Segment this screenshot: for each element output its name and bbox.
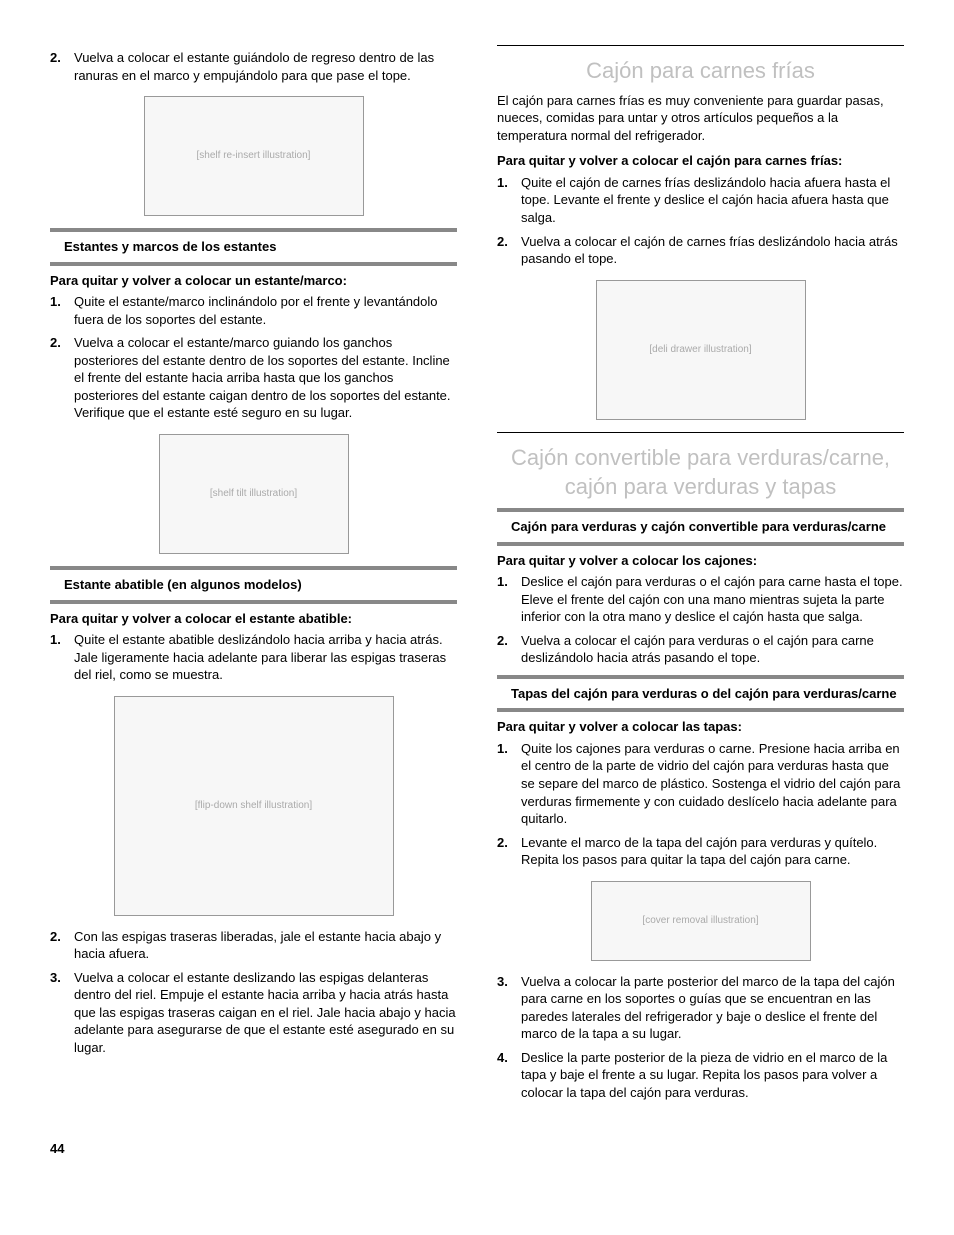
divider (497, 432, 904, 433)
subsection-title: Estantes y marcos de los estantes (50, 238, 457, 258)
divider (50, 228, 457, 232)
list-item: 1. Quite el estante abatible deslizándol… (50, 631, 457, 684)
step-number: 1. (50, 293, 74, 328)
subsection-title: Estante abatible (en algunos modelos) (50, 576, 457, 596)
divider (497, 708, 904, 712)
subsection-1: Estantes y marcos de los estantes (50, 228, 457, 266)
step-text: Quite el cajón de carnes frías deslizánd… (521, 174, 904, 227)
divider (50, 262, 457, 266)
instruction-list: 1. Deslice el cajón para verduras o el c… (497, 573, 904, 667)
step-text: Vuelva a colocar el estante guiándolo de… (74, 49, 457, 84)
illustration-placeholder: [deli drawer illustration] (596, 280, 806, 420)
step-number: 1. (497, 573, 521, 626)
step-number: 3. (497, 973, 521, 1043)
list-item: 2. Con las espigas traseras liberadas, j… (50, 928, 457, 963)
divider (497, 508, 904, 512)
step-text: Quite el estante/marco inclinándolo por … (74, 293, 457, 328)
step-number: 1. (50, 631, 74, 684)
divider (50, 600, 457, 604)
step-number: 1. (497, 740, 521, 828)
list-item: 2. Levante el marco de la tapa del cajón… (497, 834, 904, 869)
instruction-heading: Para quitar y volver a colocar un estant… (50, 272, 457, 290)
intro-text: El cajón para carnes frías es muy conven… (497, 92, 904, 145)
step-number: 2. (497, 233, 521, 268)
section-title: cajón para verduras y tapas (497, 472, 904, 502)
subsection-2: Estante abatible (en algunos modelos) (50, 566, 457, 604)
step-number: 3. (50, 969, 74, 1057)
section-title: Cajón para carnes frías (497, 56, 904, 86)
step-number: 1. (497, 174, 521, 227)
step-text: Quite los cajones para verduras o carne.… (521, 740, 904, 828)
illustration-2: [shelf tilt illustration] (50, 434, 457, 554)
instruction-list-cont: 3. Vuelva a colocar la parte posterior d… (497, 973, 904, 1102)
list-item: 1. Quite los cajones para verduras o car… (497, 740, 904, 828)
instruction-heading: Para quitar y volver a colocar las tapas… (497, 718, 904, 736)
step-number: 2. (50, 928, 74, 963)
instruction-heading: Para quitar y volver a colocar el estant… (50, 610, 457, 628)
right-column: Cajón para carnes frías El cajón para ca… (497, 45, 904, 1110)
page-content: 2. Vuelva a colocar el estante guiándolo… (50, 45, 904, 1110)
divider (497, 675, 904, 679)
illustration-r2: [cover removal illustration] (497, 881, 904, 961)
instruction-list: 1. Quite el estante/marco inclinándolo p… (50, 293, 457, 422)
subsection-3: Cajón para verduras y cajón convertible … (497, 508, 904, 546)
instruction-heading: Para quitar y volver a colocar el cajón … (497, 152, 904, 170)
step-text: Vuelva a colocar el cajón de carnes fría… (521, 233, 904, 268)
step-text: Vuelva a colocar el cajón para verduras … (521, 632, 904, 667)
step-number: 2. (497, 834, 521, 869)
illustration-placeholder: [flip-down shelf illustration] (114, 696, 394, 916)
instruction-heading: Para quitar y volver a colocar los cajon… (497, 552, 904, 570)
list-item: 1. Quite el cajón de carnes frías desliz… (497, 174, 904, 227)
illustration-placeholder: [cover removal illustration] (591, 881, 811, 961)
section-title: Cajón convertible para verduras/carne, (497, 443, 904, 473)
step-text: Vuelva a colocar el estante deslizando l… (74, 969, 457, 1057)
list-item: 1. Deslice el cajón para verduras o el c… (497, 573, 904, 626)
divider (497, 45, 904, 46)
instruction-list: 1. Quite el estante abatible deslizándol… (50, 631, 457, 684)
step-text: Deslice el cajón para verduras o el cajó… (521, 573, 904, 626)
list-item: 4. Deslice la parte posterior de la piez… (497, 1049, 904, 1102)
subsection-title: Tapas del cajón para verduras o del cajó… (497, 685, 904, 705)
step-text: Levante el marco de la tapa del cajón pa… (521, 834, 904, 869)
page-number: 44 (50, 1140, 904, 1158)
step-text: Con las espigas traseras liberadas, jale… (74, 928, 457, 963)
list-item: 2. Vuelva a colocar el cajón para verdur… (497, 632, 904, 667)
step-text: Vuelva a colocar la parte posterior del … (521, 973, 904, 1043)
step-number: 2. (50, 334, 74, 422)
subsection-title: Cajón para verduras y cajón convertible … (497, 518, 904, 538)
divider (497, 542, 904, 546)
list-item: 3. Vuelva a colocar el estante deslizand… (50, 969, 457, 1057)
step-number: 4. (497, 1049, 521, 1102)
step-text: Quite el estante abatible deslizándolo h… (74, 631, 457, 684)
divider (50, 566, 457, 570)
list-item: 2. Vuelva a colocar el cajón de carnes f… (497, 233, 904, 268)
instruction-list: 1. Quite los cajones para verduras o car… (497, 740, 904, 869)
illustration-placeholder: [shelf tilt illustration] (159, 434, 349, 554)
subsection-4: Tapas del cajón para verduras o del cajó… (497, 675, 904, 713)
instruction-list-cont: 2. Con las espigas traseras liberadas, j… (50, 928, 457, 1057)
illustration-3: [flip-down shelf illustration] (50, 696, 457, 916)
step-number: 2. (50, 49, 74, 84)
illustration-placeholder: [shelf re-insert illustration] (144, 96, 364, 216)
left-column: 2. Vuelva a colocar el estante guiándolo… (50, 45, 457, 1110)
list-item: 2. Vuelva a colocar el estante/marco gui… (50, 334, 457, 422)
top-step-list: 2. Vuelva a colocar el estante guiándolo… (50, 49, 457, 84)
instruction-list: 1. Quite el cajón de carnes frías desliz… (497, 174, 904, 268)
illustration-r1: [deli drawer illustration] (497, 280, 904, 420)
list-item: 3. Vuelva a colocar la parte posterior d… (497, 973, 904, 1043)
illustration-1: [shelf re-insert illustration] (50, 96, 457, 216)
step-text: Vuelva a colocar el estante/marco guiand… (74, 334, 457, 422)
step-number: 2. (497, 632, 521, 667)
list-item: 1. Quite el estante/marco inclinándolo p… (50, 293, 457, 328)
step-text: Deslice la parte posterior de la pieza d… (521, 1049, 904, 1102)
list-item: 2. Vuelva a colocar el estante guiándolo… (50, 49, 457, 84)
